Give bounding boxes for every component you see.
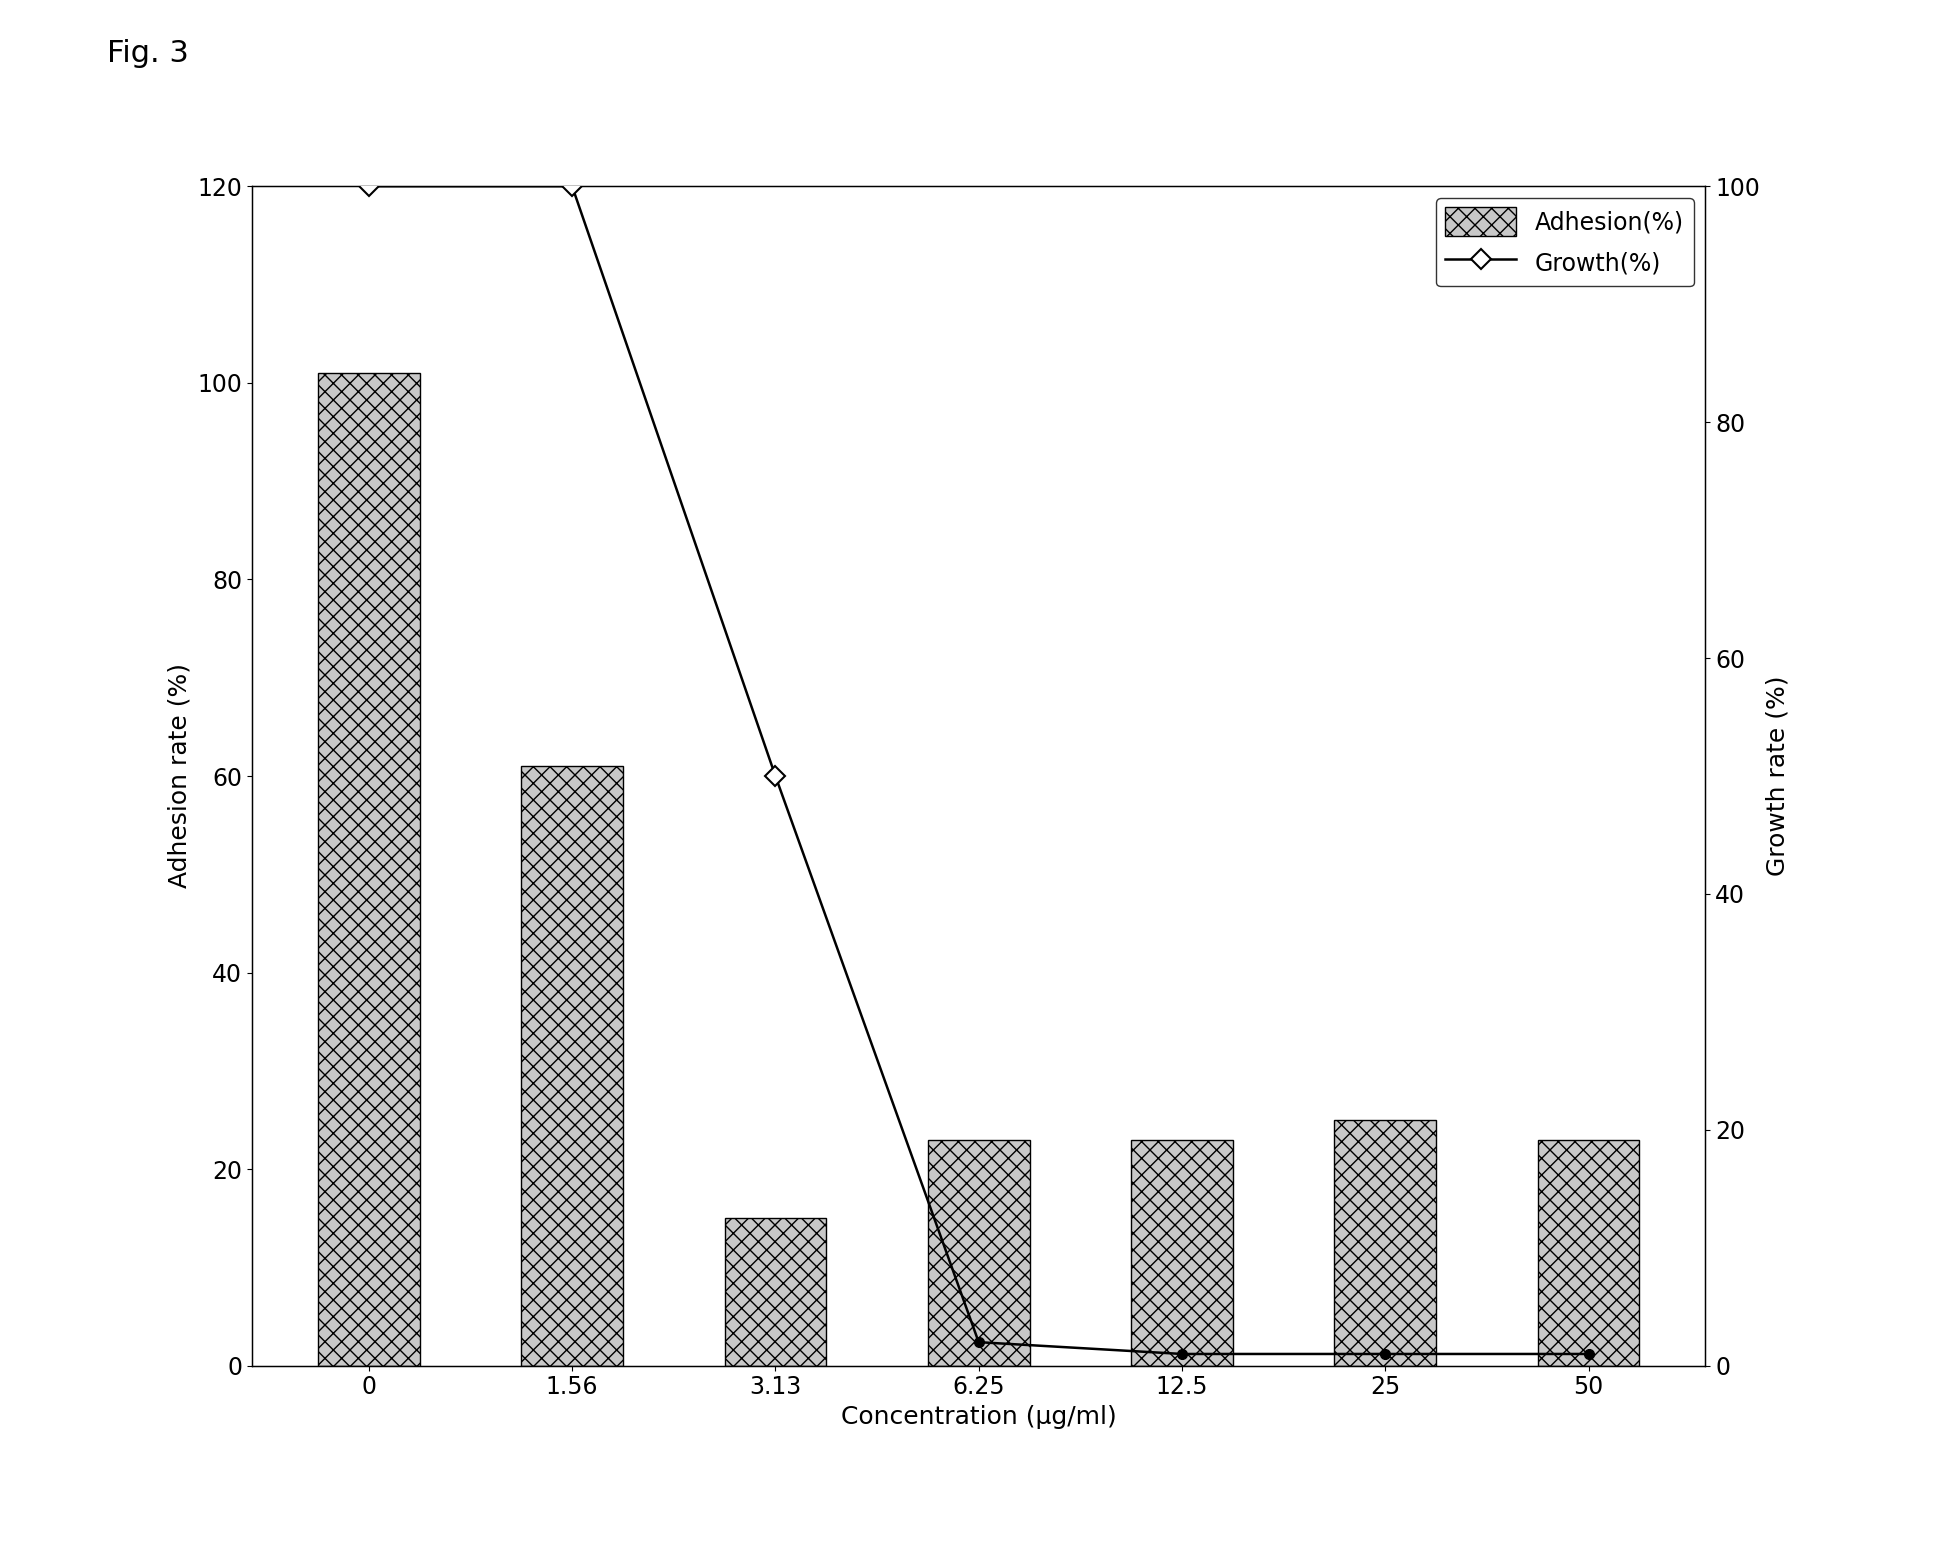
Bar: [1537, 1139, 1640, 1366]
Bar: [928, 1139, 1029, 1366]
Text: Fig. 3: Fig. 3: [107, 39, 188, 68]
Y-axis label: Adhesion rate (%): Adhesion rate (%): [169, 664, 192, 888]
X-axis label: Concentration (μg/ml): Concentration (μg/ml): [841, 1405, 1116, 1429]
Bar: [521, 767, 622, 1366]
Bar: [318, 372, 421, 1366]
Legend: Adhesion(%), Growth(%): Adhesion(%), Growth(%): [1436, 199, 1694, 287]
Bar: [725, 1218, 826, 1366]
Bar: [1335, 1121, 1436, 1366]
Y-axis label: Growth rate (%): Growth rate (%): [1766, 675, 1789, 877]
Bar: [1132, 1139, 1233, 1366]
